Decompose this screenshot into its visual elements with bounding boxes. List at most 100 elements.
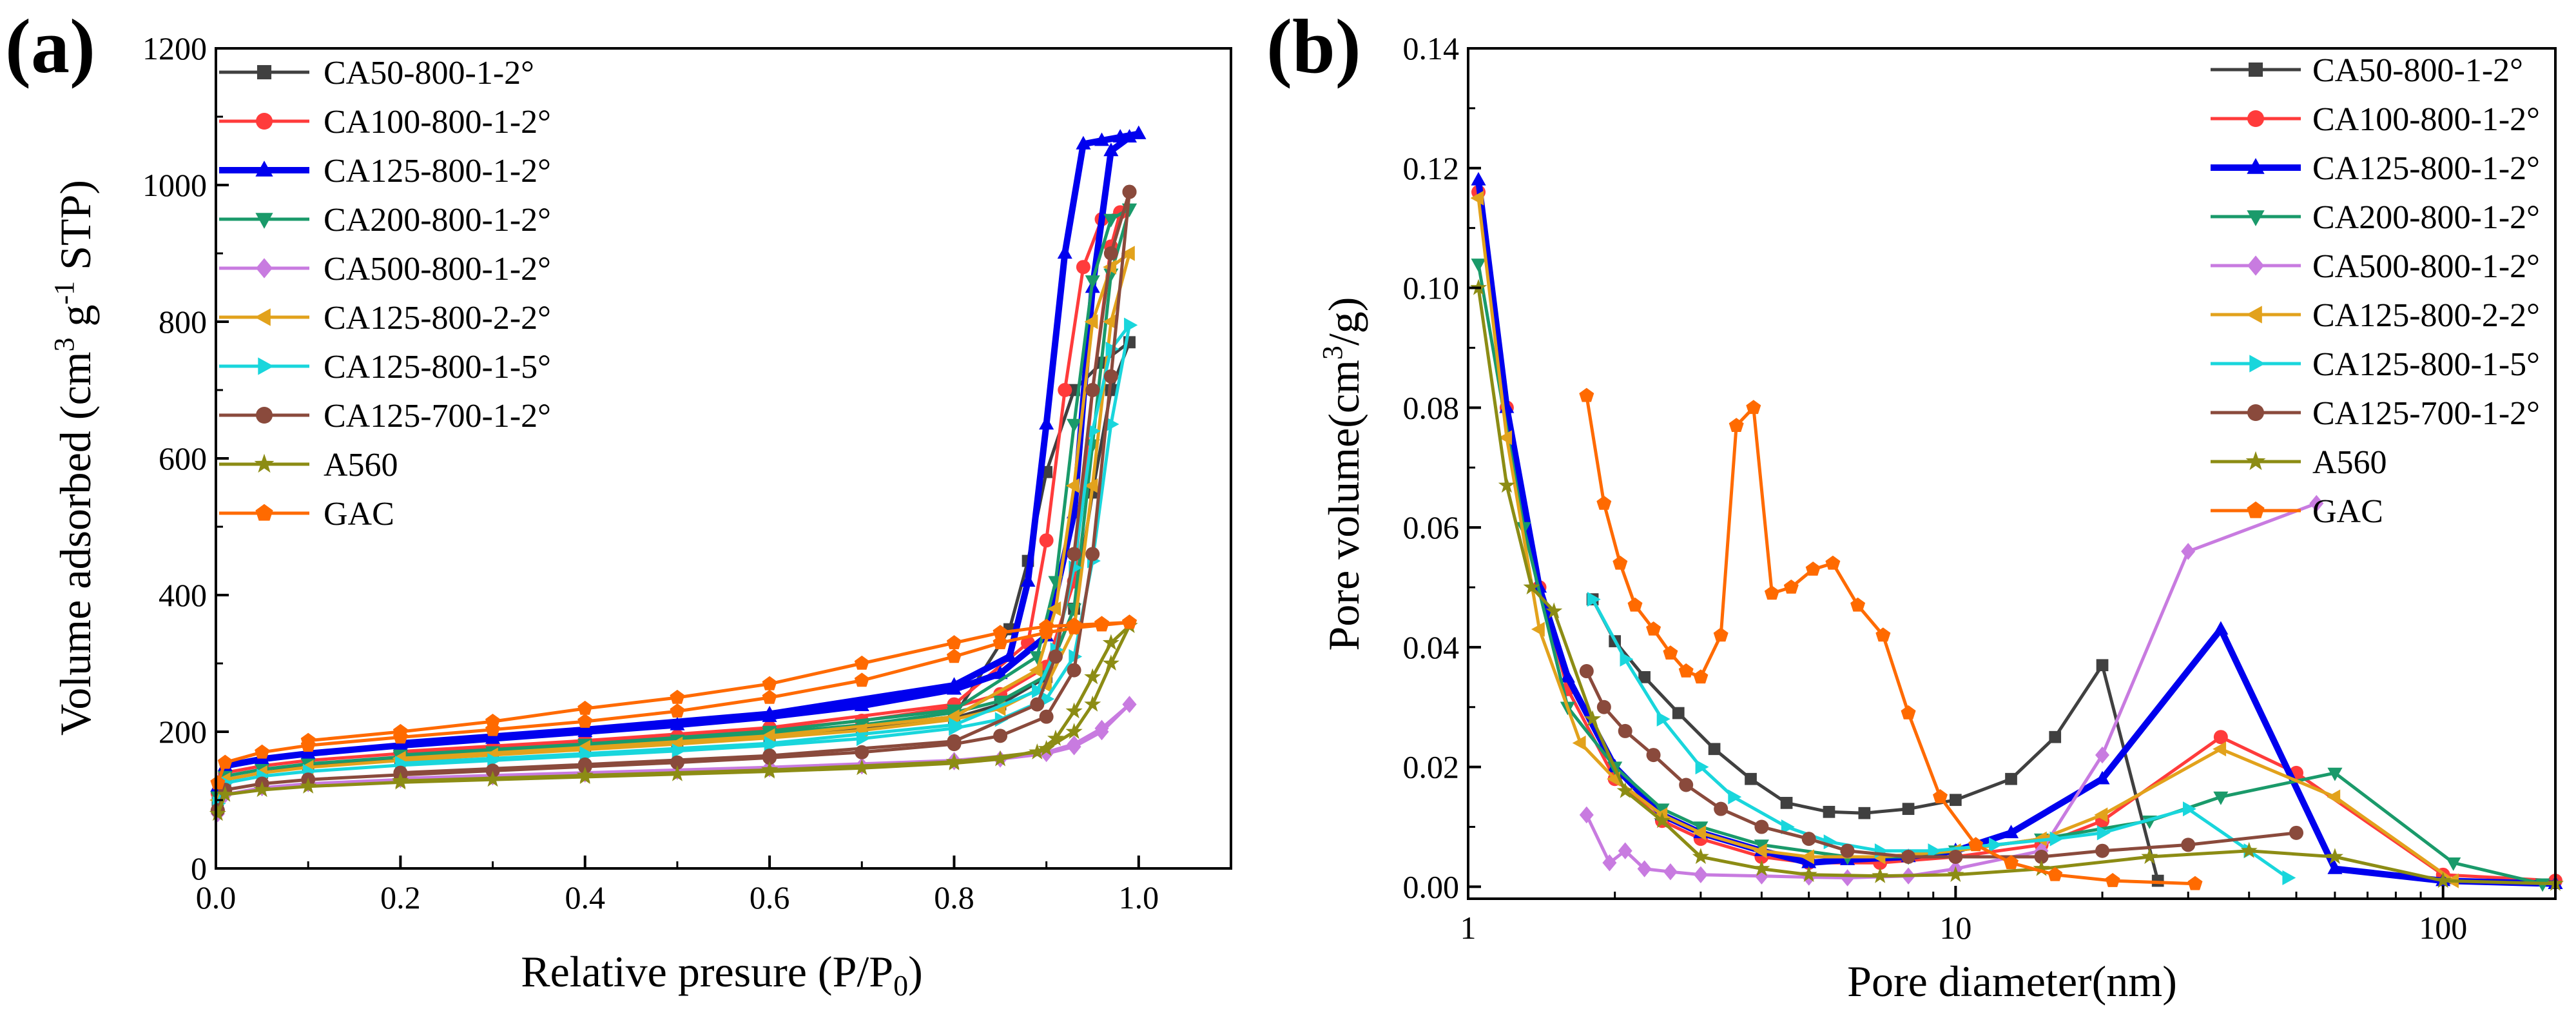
panel-b-legend: CA50-800-1-2° CA100-800-1-2° CA125-800-1-2… bbox=[2211, 52, 2540, 530]
point-b-ca125-800-2-2deg-7 bbox=[1753, 843, 1767, 859]
point-b-gac-18 bbox=[1933, 789, 1948, 803]
point-b-ca50-800-1-2deg-9 bbox=[1902, 803, 1915, 816]
legend-b-label: CA125-700-1-2° bbox=[2312, 395, 2540, 432]
point-b-ca125-700-1-2deg-5 bbox=[1714, 801, 1729, 816]
legend-a-item-ca50-800-1-2deg: CA50-800-1-2° bbox=[219, 55, 534, 92]
point-a-ca100-800-1-2deg-desorption-4 bbox=[1039, 533, 1054, 548]
y-tick-label-b: 0.02 bbox=[1403, 749, 1460, 785]
line-b-ca125-800-2-2deg bbox=[1477, 197, 2455, 883]
panel-a-xlabel: Relative presure (P/P0) bbox=[521, 947, 923, 1002]
point-a-gac-desorption-9 bbox=[577, 700, 593, 715]
point-b-gac-13 bbox=[1805, 562, 1821, 576]
point-b-ca50-800-1-2deg-12 bbox=[2049, 730, 2062, 743]
point-a-a560-desorption-7 bbox=[761, 761, 779, 778]
legend-b-marker bbox=[2247, 158, 2265, 174]
point-b-ca125-800-2-2deg-0 bbox=[1470, 190, 1484, 206]
point-a-ca125-800-1-2deg-desorption-7 bbox=[1002, 648, 1017, 662]
y-tick-label-a: 0 bbox=[191, 850, 207, 886]
legend-b-label: CA125-800-2-2° bbox=[2312, 297, 2540, 334]
legend-b-item-a560: A560 bbox=[2211, 444, 2387, 481]
legend-a-item-gac: GAC bbox=[219, 496, 394, 533]
point-a-ca125-800-1-2deg-desorption-0 bbox=[1131, 125, 1147, 139]
point-a-a560-desorption-6 bbox=[945, 752, 963, 769]
point-b-ca125-800-1-5deg-14 bbox=[2282, 870, 2296, 885]
point-a-ca125-700-1-2deg-desorption-5 bbox=[1030, 697, 1045, 712]
point-b-ca125-700-1-2deg-10 bbox=[1948, 849, 1963, 864]
point-b-gac-20 bbox=[2004, 855, 2019, 870]
legend-a-marker bbox=[256, 113, 273, 130]
point-a-ca125-800-1-2deg-desorption-9 bbox=[762, 705, 777, 719]
point-b-ca200-800-1-2deg-14 bbox=[2446, 857, 2461, 871]
legend-a-label: A560 bbox=[324, 447, 398, 484]
x-tick-label-b: 10 bbox=[1939, 910, 1971, 946]
point-a-ca125-800-2-2deg-desorption-5 bbox=[1029, 663, 1043, 678]
point-b-ca125-700-1-2deg-6 bbox=[1754, 819, 1769, 834]
point-b-gac-1 bbox=[1596, 495, 1612, 510]
point-a-a560-adsorption-12 bbox=[1038, 739, 1055, 756]
point-a-gac-desorption-6 bbox=[854, 655, 869, 670]
point-a-ca125-800-1-5deg-adsorption-15 bbox=[1105, 416, 1119, 432]
point-a-ca125-700-1-2deg-adsorption-13 bbox=[1067, 663, 1081, 678]
legend-a-label: CA125-800-1-5° bbox=[324, 349, 551, 386]
legend-b-item-ca500-800-1-2deg: CA500-800-1-2° bbox=[2211, 248, 2540, 285]
point-b-ca200-800-1-2deg-0 bbox=[1471, 259, 1486, 272]
point-b-ca200-800-1-2deg-5 bbox=[1693, 821, 1709, 836]
point-a-a560-desorption-4 bbox=[1047, 729, 1064, 746]
point-a-gac-adsorption-7 bbox=[670, 703, 685, 718]
point-b-gac-12 bbox=[1783, 579, 1799, 594]
point-a-ca125-800-1-5deg-adsorption-12 bbox=[1041, 691, 1055, 707]
point-a-ca200-800-1-2deg-desorption-2 bbox=[1085, 275, 1100, 289]
point-b-ca125-800-1-5deg-2 bbox=[1656, 711, 1671, 727]
legend-b-label: CA500-800-1-2° bbox=[2312, 248, 2540, 285]
point-b-a560-15 bbox=[2326, 848, 2343, 865]
point-b-ca125-800-1-5deg-12 bbox=[2183, 801, 2196, 817]
point-a-ca125-700-1-2deg-desorption-6 bbox=[947, 734, 962, 749]
point-b-gac-3 bbox=[1627, 597, 1643, 612]
point-a-a560-adsorption-14 bbox=[1084, 695, 1101, 712]
point-b-gac-10 bbox=[1746, 400, 1761, 415]
point-b-a560-8 bbox=[1753, 859, 1770, 876]
point-b-gac-14 bbox=[1825, 555, 1841, 570]
y-tick-label-b: 0.14 bbox=[1403, 30, 1460, 66]
point-b-ca125-800-2-2deg-13 bbox=[2213, 741, 2227, 757]
point-b-a560-12 bbox=[2033, 859, 2050, 876]
y-tick-label-a: 1200 bbox=[142, 30, 207, 66]
point-a-gac-desorption-11 bbox=[392, 723, 408, 738]
legend-a-item-ca125-800-2-2deg: CA125-800-2-2° bbox=[219, 300, 551, 337]
point-a-ca500-800-1-2deg-desorption-1 bbox=[1094, 719, 1109, 737]
point-a-a560-adsorption-0 bbox=[209, 805, 226, 821]
legend-a-label: CA500-800-1-2° bbox=[324, 251, 551, 288]
point-a-gac-desorption-4 bbox=[993, 625, 1008, 640]
legend-a-label: CA125-800-2-2° bbox=[324, 300, 551, 337]
point-b-ca125-800-1-5deg-4 bbox=[1728, 789, 1742, 805]
legend-b-item-ca125-800-2-2deg: CA125-800-2-2° bbox=[2211, 297, 2540, 334]
point-a-ca125-800-1-2deg-desorption-2 bbox=[1094, 132, 1110, 146]
point-b-ca125-800-1-2deg-13 bbox=[2095, 770, 2110, 785]
point-b-ca125-800-1-5deg-0 bbox=[1587, 592, 1601, 607]
legend-a-marker bbox=[258, 357, 274, 375]
point-a-ca125-800-1-2deg-adsorption-3 bbox=[300, 745, 316, 759]
point-b-ca50-800-1-2deg-4 bbox=[1708, 743, 1721, 756]
point-a-ca125-800-2-2deg-adsorption-14 bbox=[1084, 478, 1098, 493]
y-tick-label-b: 0.08 bbox=[1403, 389, 1460, 426]
legend-b-label: CA125-800-1-2° bbox=[2312, 150, 2540, 187]
legend-b-marker bbox=[2248, 62, 2263, 77]
point-a-ca125-800-2-2deg-desorption-0 bbox=[1121, 246, 1135, 261]
point-a-ca125-700-1-2deg-desorption-3 bbox=[1067, 547, 1081, 562]
point-a-ca125-700-1-2deg-desorption-2 bbox=[1085, 383, 1100, 397]
legend-a-marker bbox=[256, 407, 273, 424]
point-b-a560-5 bbox=[1616, 782, 1634, 798]
point-b-a560-3 bbox=[1545, 602, 1563, 619]
legend-b-item-ca125-700-1-2deg: CA125-700-1-2° bbox=[2211, 395, 2540, 432]
point-a-a560-desorption-2 bbox=[1084, 668, 1101, 685]
series-b-ca125-800-1-5deg bbox=[1587, 592, 2296, 885]
legend-b-item-ca50-800-1-2deg: CA50-800-1-2° bbox=[2211, 52, 2523, 89]
point-b-a560-6 bbox=[1653, 812, 1671, 828]
point-a-gac-adsorption-8 bbox=[762, 689, 777, 704]
legend-a-label: CA200-800-1-2° bbox=[324, 202, 551, 239]
point-b-a560-1 bbox=[1498, 476, 1515, 493]
point-b-ca125-700-1-2deg-12 bbox=[2095, 843, 2110, 858]
point-b-ca125-800-1-2deg-12 bbox=[2004, 825, 2019, 839]
line-a-gac-adsorption bbox=[216, 620, 1130, 784]
point-a-a560-desorption-9 bbox=[392, 772, 409, 788]
